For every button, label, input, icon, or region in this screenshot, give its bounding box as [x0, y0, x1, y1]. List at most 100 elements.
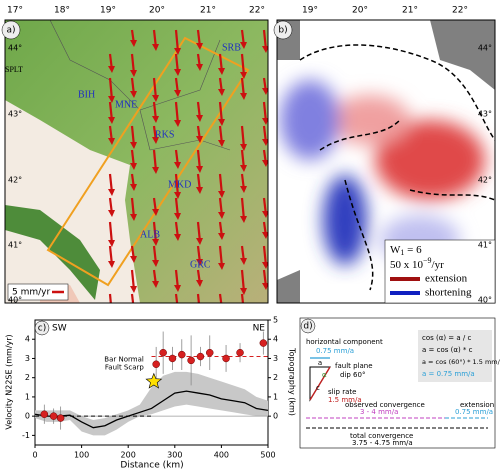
arrow-head — [262, 232, 268, 239]
arrow-head — [262, 46, 268, 53]
arrow-head — [240, 144, 247, 151]
arrow-head — [174, 285, 181, 292]
x-tick-label: 500 — [260, 451, 275, 460]
y-tick-label: 3 — [25, 354, 30, 363]
point — [159, 348, 167, 357]
place-label: GRC — [190, 259, 211, 270]
star — [145, 372, 163, 389]
panel-label: d) — [303, 322, 312, 332]
arrow-head — [240, 258, 247, 265]
arrow-head — [108, 96, 115, 103]
lat-label: 42° — [478, 176, 492, 185]
place-label: MNE — [115, 99, 137, 110]
arrow-head — [196, 187, 203, 194]
y-tick-label: -1 — [22, 431, 30, 440]
arrow-head — [108, 117, 115, 124]
arrow-head — [108, 210, 115, 217]
y-tick-label: 0 — [25, 412, 30, 421]
lat-label: 40° — [478, 296, 492, 305]
place-label: MKD — [168, 179, 191, 190]
lon-label: 19° — [100, 6, 116, 16]
lat-label: 42° — [8, 176, 22, 185]
text: 1.5 mm/a — [328, 396, 362, 404]
arrow-head — [196, 64, 203, 71]
arrow-head — [218, 89, 225, 96]
arrow-head — [108, 138, 115, 145]
point — [178, 350, 186, 359]
badge — [1, 20, 21, 40]
text: slip rate — [328, 388, 356, 396]
text: observed convergence — [345, 401, 425, 409]
arrow-head — [196, 43, 203, 50]
arrow-head — [218, 212, 225, 219]
arrow-head — [174, 120, 181, 127]
y-tick-label: 1 — [25, 392, 30, 401]
arrow-head — [174, 234, 181, 241]
arrow-head — [218, 140, 225, 147]
text: total convergence — [350, 432, 413, 440]
frame — [4, 19, 269, 304]
text: horizontal component — [306, 338, 383, 346]
arrow-head — [108, 66, 115, 73]
lat-label: 44° — [8, 44, 22, 53]
plot-frame — [34, 319, 269, 446]
point — [206, 348, 214, 357]
point — [222, 354, 230, 363]
velocity-arrow — [108, 293, 112, 303]
arrow-head — [196, 166, 203, 173]
arrow-head — [130, 214, 137, 221]
y-tick-label: 4 — [25, 335, 30, 344]
x-tick-label: 0 — [32, 451, 37, 460]
arrow-head — [130, 142, 137, 149]
arrow-head — [152, 239, 159, 246]
lon-label: 17° — [7, 6, 23, 16]
lat-label: 43° — [478, 110, 492, 119]
arrow-head — [218, 68, 225, 75]
arrow-head — [262, 283, 268, 290]
end-label: SW — [52, 324, 67, 334]
map-a — [5, 20, 268, 319]
arrow-head — [174, 162, 181, 169]
arrow-head — [240, 309, 247, 316]
arrow-head — [240, 42, 247, 49]
arrow-head — [174, 213, 181, 220]
lat-label: 43° — [8, 110, 22, 119]
lon-label: 22° — [249, 6, 265, 16]
lat-label: 40° — [8, 296, 22, 305]
point — [187, 356, 195, 365]
point — [259, 339, 268, 347]
legend-label: extension — [425, 273, 468, 285]
arrow-head — [108, 312, 115, 319]
text: 0.75 mm/a — [316, 347, 354, 355]
y2-tick-label: 2 — [273, 373, 278, 382]
arrow-head — [108, 189, 115, 196]
arrow-head — [218, 233, 225, 240]
y2-tick-label: 3 — [273, 354, 278, 363]
arrow-head — [218, 119, 225, 126]
arrow-head — [152, 116, 159, 123]
end-label: NE — [253, 324, 266, 334]
arrow-head — [262, 211, 268, 218]
arrow-head — [196, 259, 203, 266]
velocity-arrow — [240, 293, 245, 303]
arrow-head — [174, 90, 181, 97]
velocity-arrow — [218, 293, 223, 303]
y2-axis-label: Topography (km) — [288, 347, 297, 416]
annotation: Fault Scarp — [105, 364, 144, 372]
velocity-arrow — [196, 293, 201, 303]
badge — [34, 320, 50, 336]
arrow-head — [262, 88, 268, 95]
arrow-head — [108, 261, 115, 268]
arrow-head — [130, 184, 137, 191]
x-axis-label: Distance (km) — [120, 461, 183, 471]
equation: cos (α) = a / c — [422, 334, 471, 342]
lon-label: 18° — [54, 6, 70, 16]
arrow-head — [240, 186, 247, 193]
x-tick-label: 200 — [121, 451, 136, 460]
arrow-head — [130, 91, 137, 98]
text: extension — [460, 401, 494, 409]
lon-label: 20° — [149, 6, 165, 16]
lon-label: 21° — [200, 6, 216, 16]
topography-line — [34, 390, 269, 429]
